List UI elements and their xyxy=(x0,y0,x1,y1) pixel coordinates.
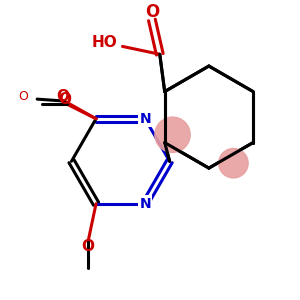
Text: O: O xyxy=(82,239,95,254)
Text: N: N xyxy=(139,112,151,126)
Text: O: O xyxy=(145,3,159,21)
Text: HO: HO xyxy=(92,35,118,50)
Circle shape xyxy=(219,148,248,178)
Circle shape xyxy=(155,117,190,152)
Text: O: O xyxy=(19,90,28,103)
Text: O: O xyxy=(56,89,69,104)
Text: N: N xyxy=(139,197,151,211)
Text: O: O xyxy=(58,92,71,106)
